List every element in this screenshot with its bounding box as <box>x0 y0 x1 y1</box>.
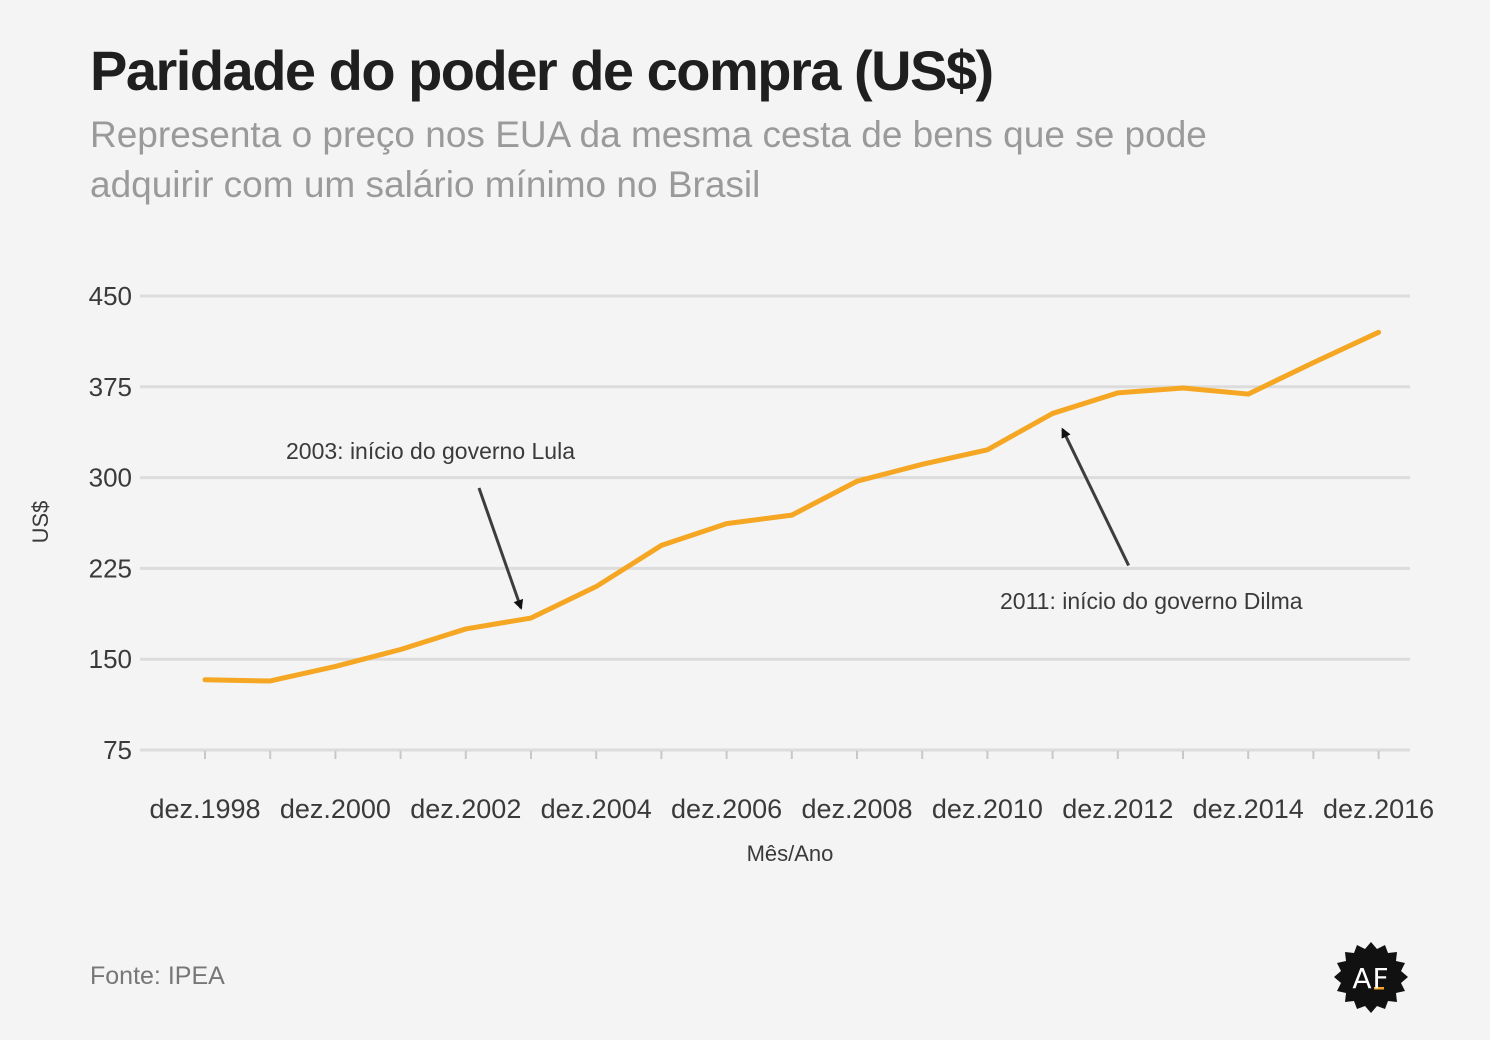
y-tick-label: 300 <box>89 463 132 493</box>
x-tick-label: dez.2002 <box>410 794 521 824</box>
y-axis-label: US$ <box>28 501 53 544</box>
x-tick-label: dez.2000 <box>280 794 391 824</box>
annotation-label: 2003: início do governo Lula <box>286 438 575 464</box>
source-note: Fonte: IPEA <box>90 962 225 990</box>
annotation-arrow <box>1061 427 1130 567</box>
series-line <box>202 329 1382 684</box>
y-tick-label: 450 <box>89 281 132 311</box>
x-tick-label: dez.2010 <box>932 794 1043 824</box>
x-axis-label: Mês/Ano <box>747 841 834 866</box>
x-tick-label: dez.2012 <box>1062 794 1173 824</box>
y-tick-label: 75 <box>103 735 132 765</box>
annotation-arrow <box>477 487 524 610</box>
brand-logo: AF <box>1332 940 1410 1018</box>
x-tick-label: dez.1998 <box>149 794 260 824</box>
series-layer <box>202 329 1382 684</box>
y-tick-label: 225 <box>89 553 132 583</box>
x-tick-label: dez.2004 <box>541 794 652 824</box>
x-tick-label: dez.2016 <box>1323 794 1434 824</box>
chart-title: Paridade do poder de compra (US$) <box>90 39 994 102</box>
y-tick-label: 375 <box>89 372 132 402</box>
logo-text: AF <box>1352 962 1390 995</box>
x-tick-label: dez.2008 <box>801 794 912 824</box>
gridlines <box>140 294 1410 752</box>
x-axis-ticks: dez.1998 dez.2000 dez.2002 dez.2004 dez.2006… <box>149 751 1434 824</box>
annotation-label: 2011: início do governo Dilma <box>1000 588 1303 614</box>
x-tick-label: dez.2014 <box>1193 794 1304 824</box>
y-tick-label: 150 <box>89 644 132 674</box>
y-axis-ticks: 75 150 225 300 375 450 <box>89 281 132 765</box>
chart-subtitle: Representa o preço nos EUA da mesma cest… <box>90 114 1207 205</box>
x-tick-label: dez.2006 <box>671 794 782 824</box>
annotations: 2003: início do governo Lula 2011: início… <box>286 427 1303 614</box>
